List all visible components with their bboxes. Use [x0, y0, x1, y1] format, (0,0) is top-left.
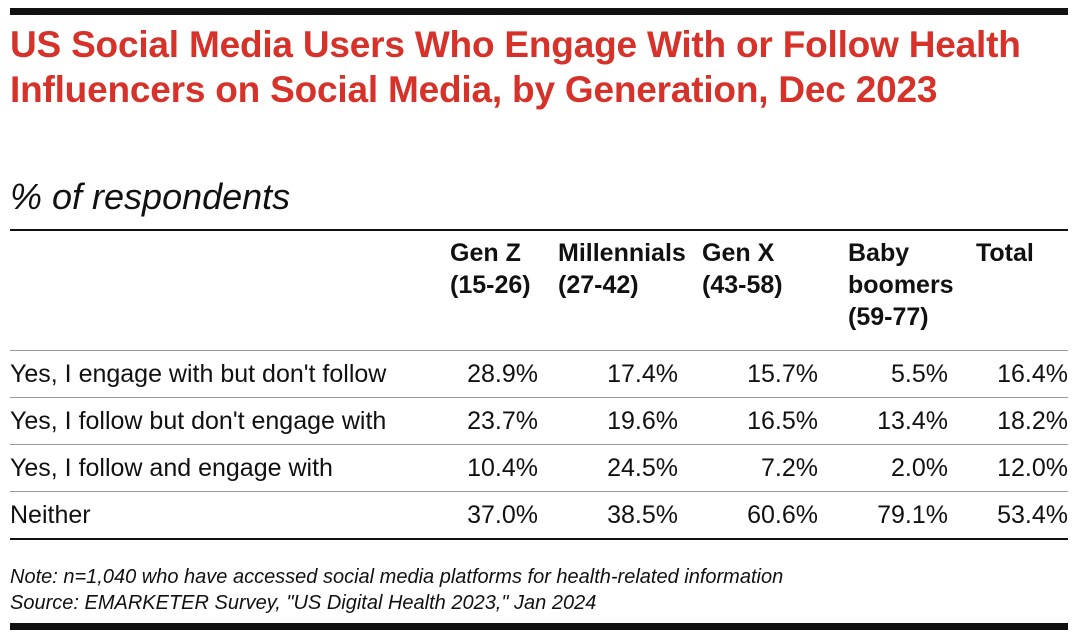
cell-total: 12.0%: [958, 444, 1068, 492]
column-header-line: (43-58): [702, 271, 783, 299]
cell-gen-x: 7.2%: [688, 444, 828, 492]
cell-total: 16.4%: [958, 350, 1068, 398]
cell-millennials: 24.5%: [548, 444, 688, 492]
table-row: Yes, I follow but don't engage with 23.7…: [10, 397, 1068, 445]
column-header-millennials: Millennials (27-42): [548, 231, 688, 351]
table-row: Yes, I follow and engage with 10.4% 24.5…: [10, 444, 1068, 492]
cell-gen-z: 23.7%: [422, 397, 548, 445]
column-header-line: (59-77): [848, 303, 929, 331]
cell-baby-boomers: 2.0%: [828, 444, 958, 492]
header-rule: [10, 229, 1068, 231]
column-header-baby-boomers: Baby boomers (59-77): [828, 231, 958, 351]
column-header-line: Millennials: [558, 239, 686, 267]
column-header-line: Baby: [848, 239, 910, 267]
chart-title: US Social Media Users Who Engage With or…: [10, 24, 1021, 110]
column-header-line: Total: [976, 239, 1034, 267]
data-table: Gen Z (15-26) Millennials (27-42) Gen X …: [10, 231, 1068, 540]
column-header-line: (27-42): [558, 271, 639, 299]
cell-gen-z: 28.9%: [422, 350, 548, 398]
column-header-gen-x: Gen X (43-58): [688, 231, 828, 351]
cell-gen-z: 37.0%: [422, 491, 548, 540]
cell-gen-z: 10.4%: [422, 444, 548, 492]
cell-millennials: 19.6%: [548, 397, 688, 445]
header-row: Gen Z (15-26) Millennials (27-42) Gen X …: [10, 231, 1068, 351]
data-table-container: Gen Z (15-26) Millennials (27-42) Gen X …: [10, 231, 1068, 540]
bottom-rule: [10, 623, 1068, 630]
row-label: Yes, I engage with but don't follow: [10, 350, 422, 398]
column-header-line: (15-26): [450, 271, 531, 299]
cell-baby-boomers: 13.4%: [828, 397, 958, 445]
cell-baby-boomers: 5.5%: [828, 350, 958, 398]
column-header-gen-z: Gen Z (15-26): [422, 231, 548, 351]
table-row: Yes, I engage with but don't follow 28.9…: [10, 350, 1068, 398]
cell-total: 53.4%: [958, 491, 1068, 540]
row-label: Yes, I follow and engage with: [10, 444, 422, 492]
cell-gen-x: 15.7%: [688, 350, 828, 398]
cell-millennials: 17.4%: [548, 350, 688, 398]
cell-millennials: 38.5%: [548, 491, 688, 540]
column-header-line: Gen X: [702, 239, 775, 267]
column-header-total: Total: [958, 231, 1068, 351]
row-label: Yes, I follow but don't engage with: [10, 397, 422, 445]
chart-subtitle: % of respondents: [10, 176, 291, 217]
cell-baby-boomers: 79.1%: [828, 491, 958, 540]
cell-gen-x: 60.6%: [688, 491, 828, 540]
top-rule: [10, 8, 1068, 15]
cell-gen-x: 16.5%: [688, 397, 828, 445]
column-header-line: boomers: [848, 271, 954, 299]
footnote: Note: n=1,040 who have accessed social m…: [10, 566, 784, 588]
column-header-line: Gen Z: [450, 239, 521, 267]
source-line: Source: EMARKETER Survey, "US Digital He…: [10, 592, 597, 614]
column-header-label: [10, 231, 422, 351]
row-label: Neither: [10, 491, 422, 540]
cell-total: 18.2%: [958, 397, 1068, 445]
table-row: Neither 37.0% 38.5% 60.6% 79.1% 53.4%: [10, 491, 1068, 540]
